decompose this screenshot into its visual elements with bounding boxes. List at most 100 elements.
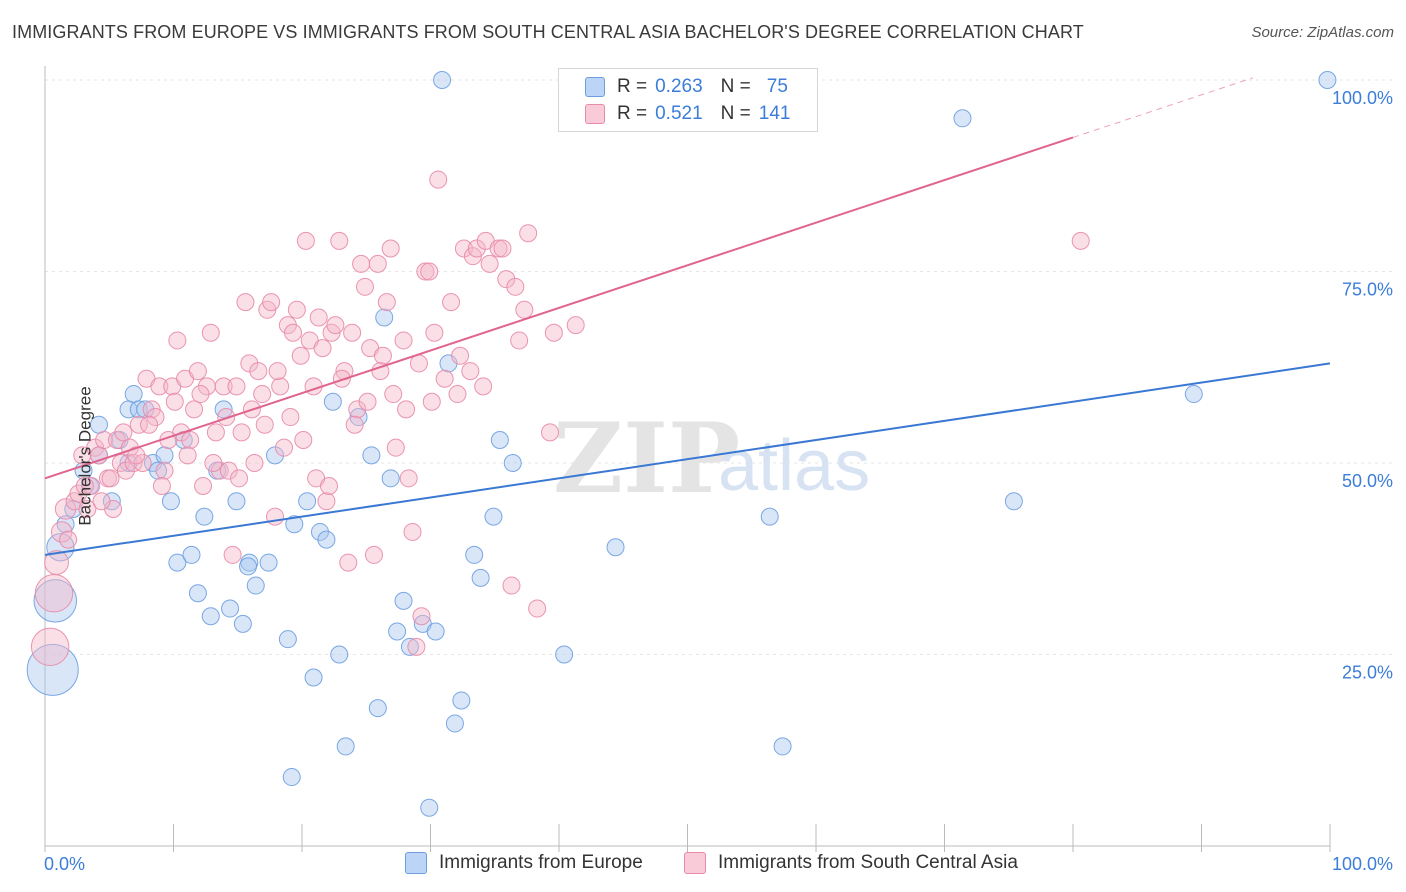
europe-point (298, 492, 317, 511)
asia-point (384, 385, 403, 404)
x-tick-label: 100.0% (1332, 854, 1393, 874)
asia-point (381, 239, 400, 258)
asia-point (394, 331, 413, 350)
asia-point (544, 323, 563, 342)
europe-point (233, 614, 252, 633)
europe-point (129, 400, 148, 419)
asia-point (515, 300, 534, 319)
asia-point (230, 469, 249, 488)
asia-point (95, 431, 114, 450)
asia-point (373, 346, 392, 365)
europe-point (471, 568, 490, 587)
asia-point (429, 170, 448, 189)
asia-point (326, 316, 345, 335)
asia-point (355, 277, 374, 296)
asia-point (178, 446, 197, 465)
asia-point (155, 461, 174, 480)
asia-point (399, 469, 418, 488)
legend-row-europe: R = 0.263 N = 75 (585, 75, 788, 99)
source-credit: Source: ZipAtlas.com (1251, 24, 1394, 41)
asia-point (377, 293, 396, 312)
europe-point (773, 737, 792, 756)
asia-point (566, 316, 585, 335)
europe-point (490, 431, 509, 450)
asia-point (409, 354, 428, 373)
asia-point (140, 415, 159, 434)
europe-point (555, 645, 574, 664)
europe-point (323, 392, 342, 411)
europe-point (259, 553, 278, 572)
asia-point (101, 469, 120, 488)
asia-point (223, 545, 242, 564)
europe-point (304, 668, 323, 687)
asia-point (454, 239, 473, 258)
asia-point (397, 400, 416, 419)
asia-point (266, 507, 285, 526)
asia-point (506, 277, 525, 296)
asia-point (78, 499, 97, 518)
y-tick-label: 25.0% (1342, 663, 1393, 683)
europe-point (760, 507, 779, 526)
asia-point (204, 454, 223, 472)
europe-point (1184, 385, 1203, 404)
asia-point (480, 254, 499, 273)
asia-point (343, 323, 362, 342)
europe-point (246, 576, 265, 595)
asia-point (364, 545, 383, 564)
gridlines (45, 79, 1392, 655)
asia-point (368, 254, 387, 273)
europe-point (278, 630, 297, 649)
asia-point (59, 530, 78, 549)
asia-legend-swatch (684, 852, 706, 874)
asia-point (194, 476, 213, 495)
y-tick-label: 75.0% (1342, 280, 1393, 300)
x-tick-label: 0.0% (44, 854, 85, 874)
asia-point (236, 293, 255, 312)
asia-point (358, 392, 377, 411)
asia-point (313, 339, 332, 358)
europe-point (155, 446, 174, 465)
asia-point (284, 323, 303, 342)
asia-point (467, 239, 486, 258)
europe-point (102, 492, 121, 511)
asia-point (287, 300, 306, 319)
europe-point (136, 400, 155, 419)
europe-point (445, 714, 464, 733)
series-legend: Immigrants from Europe Immigrants from S… (0, 852, 1406, 876)
asia-point (245, 454, 264, 472)
asia-point (129, 415, 148, 434)
asia-point (185, 400, 204, 419)
europe-point (310, 522, 329, 541)
asia-point (281, 408, 300, 427)
europe-point (420, 798, 439, 817)
legend-item-asia[interactable]: Immigrants from South Central Asia (684, 852, 1018, 874)
asia-point (253, 385, 272, 404)
legend-n-label: N = (720, 103, 751, 124)
europe-legend-swatch (405, 852, 427, 874)
asia-point (296, 231, 315, 250)
europe-point (188, 584, 207, 603)
asia-trend-line (44, 136, 1074, 480)
asia-swatch (585, 104, 605, 124)
legend-r-value: 0.263 (655, 76, 703, 97)
asia-point (319, 476, 338, 495)
legend-item-europe[interactable]: Immigrants from Europe (405, 852, 643, 874)
asia-point (217, 408, 236, 427)
europe-point (282, 768, 301, 787)
legend-europe-label: Immigrants from Europe (439, 852, 643, 873)
asia-point (330, 231, 349, 250)
asia-point (386, 438, 405, 457)
tick-labels: 25.0% 50.0% 75.0% 100.0% 0.0% 100.0% (44, 88, 1393, 874)
europe-point (426, 622, 445, 641)
asia-point (442, 293, 461, 312)
europe-point (953, 109, 972, 128)
asia-point (114, 423, 133, 442)
europe-point (149, 461, 168, 480)
asia-point (219, 461, 238, 480)
legend-n-value: 75 (766, 76, 788, 97)
europe-point (221, 599, 240, 618)
europe-point (336, 737, 355, 756)
europe-swatch (585, 77, 605, 97)
legend-r-value: 0.521 (655, 103, 703, 124)
asia-point (133, 454, 152, 472)
